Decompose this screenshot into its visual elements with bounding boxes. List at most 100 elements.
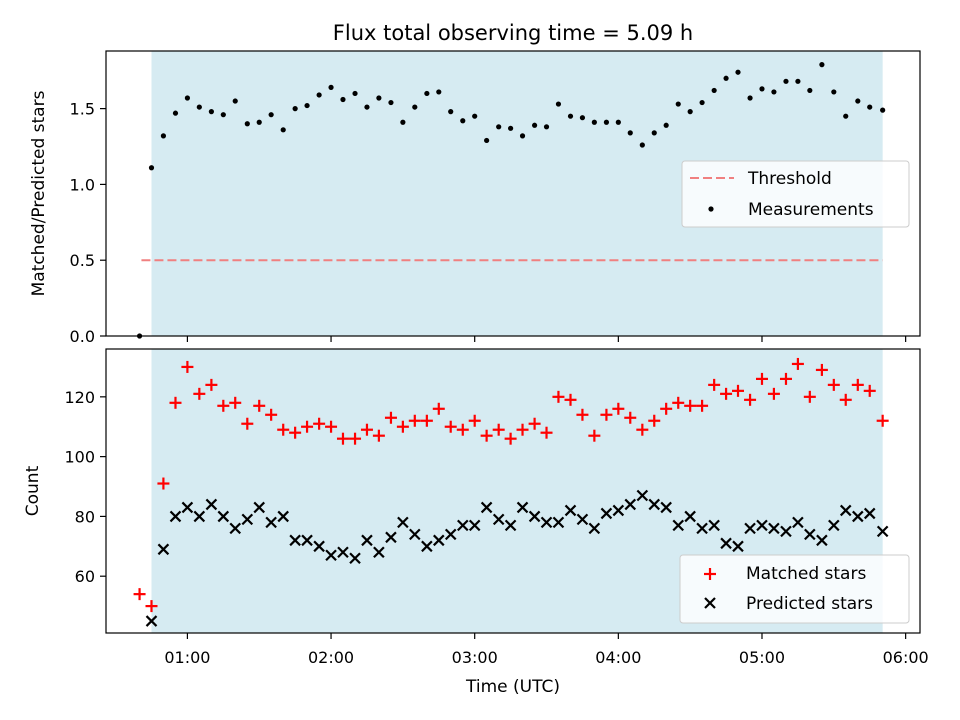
measurement-point (723, 75, 729, 81)
predicted-star-point (444, 528, 457, 541)
predicted-star-point (732, 540, 744, 553)
predicted-star-point (756, 519, 768, 532)
measurement-point (244, 121, 250, 127)
y-tick-label: 0.0 (70, 327, 95, 346)
matched-star-point (432, 402, 445, 415)
predicted-star-point (217, 510, 230, 523)
predicted-stars-legend-label: Predicted stars (746, 594, 873, 614)
predicted-star-point (792, 516, 804, 529)
predicted-star-point (636, 489, 649, 502)
matched-star-point (181, 360, 194, 373)
measurement-point (855, 98, 861, 104)
predicted-star-point (696, 522, 708, 535)
measurement-point (555, 101, 562, 107)
measurement-point (292, 106, 298, 112)
matched-star-point (779, 372, 792, 385)
measurement-point (699, 99, 705, 106)
predicted-star-point (373, 546, 385, 559)
predicted-star-point (193, 510, 206, 523)
x-tick-label: 05:00 (739, 648, 785, 667)
bottom-y-axis-label: Count (23, 465, 43, 516)
matched-star-point (277, 423, 290, 436)
predicted-star-point (540, 516, 553, 529)
bottom-x-axis: 01:00 02:00 03:00 04:00 05:00 06:00 (164, 633, 929, 667)
measurement-point (579, 115, 586, 121)
top-legend-box (681, 160, 910, 228)
measurement-point (184, 95, 191, 101)
x-tick-label: 06:00 (883, 648, 929, 667)
matched-star-point (265, 408, 278, 421)
y-tick-label: 60 (75, 567, 95, 586)
measurement-point (603, 119, 610, 125)
measurement-point (412, 104, 418, 110)
predicted-star-point (780, 525, 792, 538)
predicted-star-point (492, 513, 505, 526)
predicted-star-point (672, 519, 685, 532)
top-x-axis (186, 336, 907, 342)
matched-star-point (827, 378, 840, 391)
measurement-point (819, 62, 825, 68)
predicted-star-point (648, 498, 661, 511)
measurement-point (496, 124, 502, 130)
predicted-star-point (588, 522, 601, 535)
predicted-star-point (241, 513, 254, 526)
predicted-star-point (277, 510, 289, 523)
measurement-point (268, 112, 274, 118)
matched-star-point (133, 588, 146, 601)
predicted-star-point (624, 498, 637, 511)
predicted-star-point (325, 549, 337, 562)
matched-star-point (744, 393, 757, 406)
matched-star-point (696, 399, 709, 412)
measurements-legend-marker (708, 206, 714, 212)
matched-star-point (624, 411, 637, 424)
matched-star-point (791, 357, 804, 370)
predicted-star-point (409, 528, 421, 541)
measurement-point (735, 69, 741, 75)
matched-star-point (253, 399, 266, 412)
predicted-star-point (804, 528, 816, 541)
measurement-point (256, 119, 262, 125)
matched-star-point (456, 423, 469, 436)
matched-star-point (600, 408, 613, 421)
matched-star-point (876, 414, 889, 427)
measurement-point (172, 110, 179, 116)
matched-stars-legend-marker (704, 568, 716, 580)
top-y-axis-label: Matched/Predicted stars (29, 90, 49, 296)
measurement-point (208, 109, 214, 115)
predicted-star-point (301, 534, 313, 547)
bottom-panel: 60 80 100 120 01:00 02:00 03:00 04:00 05:00 06:0… (23, 348, 929, 697)
predicted-star-point (157, 543, 170, 556)
predicted-star-point (720, 537, 732, 550)
x-tick-label: 02:00 (308, 648, 354, 667)
measurement-point (400, 119, 406, 125)
matched-star-point (588, 429, 601, 442)
predicted-star-point (660, 501, 672, 514)
predicted-star-point (433, 534, 445, 547)
matched-star-point (301, 420, 314, 433)
measurement-point (376, 95, 382, 101)
matched-star-point (851, 378, 864, 391)
predicted-star-point (169, 510, 182, 523)
measurement-point (880, 107, 886, 113)
y-tick-label: 1.0 (70, 175, 95, 194)
matched-star-point (720, 387, 733, 400)
y-tick-label: 120 (64, 388, 95, 407)
matched-star-point (480, 429, 493, 442)
matched-star-point (863, 384, 876, 397)
matched-star-point (349, 432, 362, 445)
measurement-point (843, 113, 849, 119)
y-tick-label: 80 (75, 507, 95, 526)
measurement-point (747, 95, 753, 101)
measurement-point (340, 96, 346, 103)
chart-title: Flux total observing time = 5.09 h (333, 21, 693, 45)
matched-star-point (169, 396, 182, 409)
measurement-point (627, 130, 633, 136)
measurement-point (436, 89, 442, 95)
measurement-point (352, 90, 358, 97)
y-tick-label: 0.5 (70, 251, 95, 270)
predicted-star-point (349, 552, 361, 565)
measurements-series (136, 62, 886, 339)
x-tick-label: 03:00 (452, 648, 498, 667)
measurement-point (388, 99, 394, 106)
x-tick-label: 04:00 (595, 648, 641, 667)
